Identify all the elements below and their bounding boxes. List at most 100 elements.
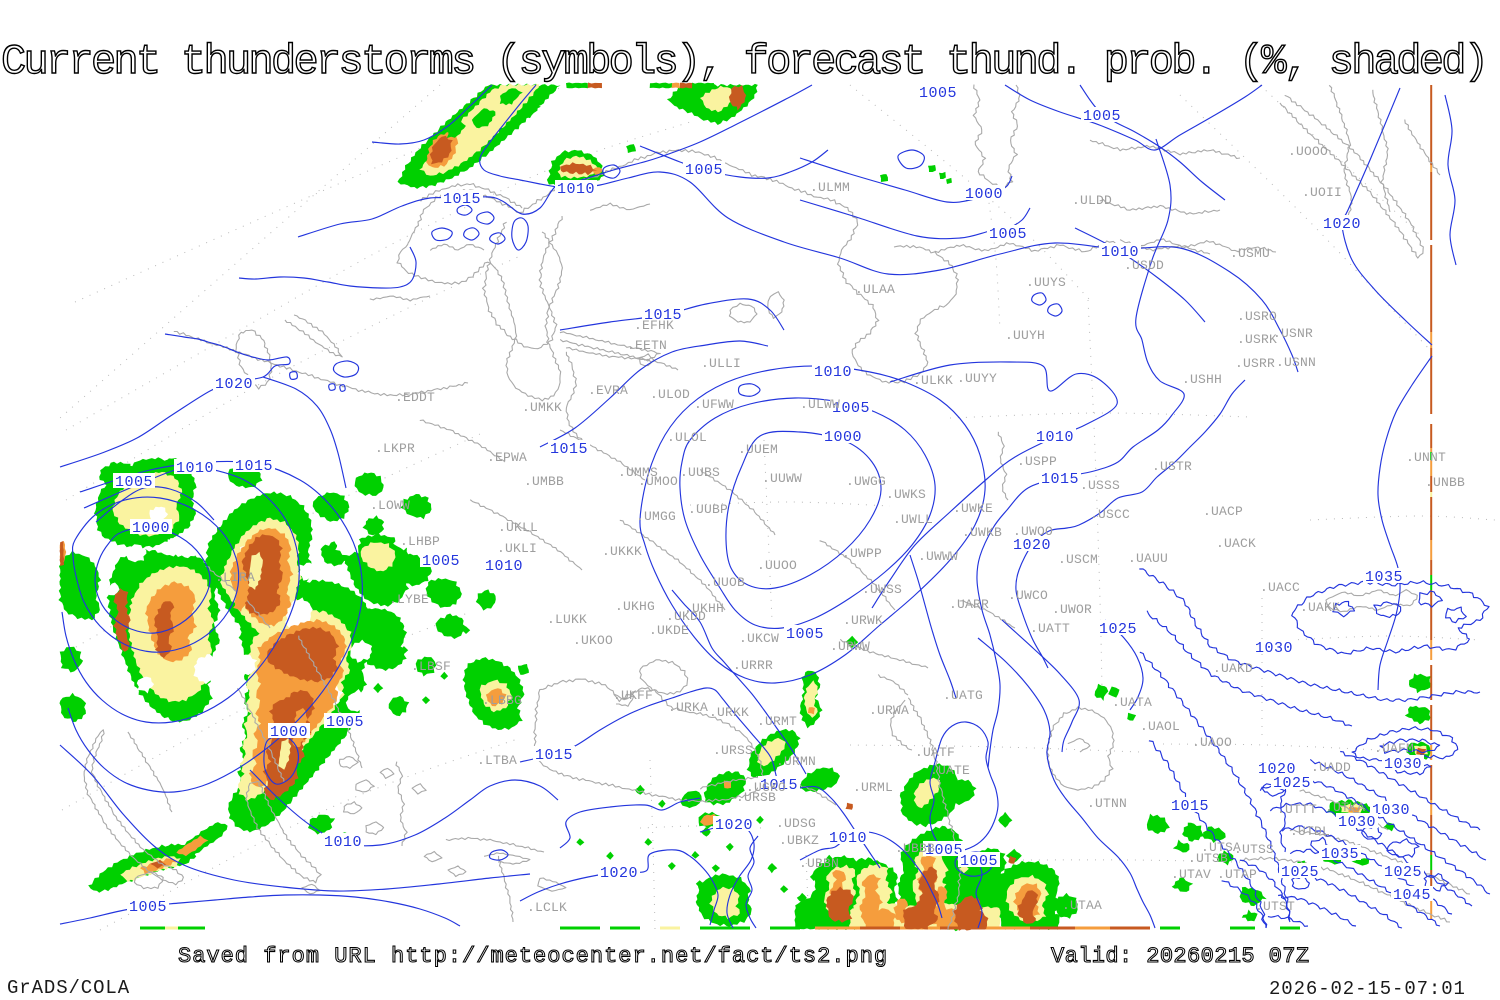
- svg-text:.UAKD: .UAKD: [1213, 661, 1253, 676]
- svg-text:.EVRA: .EVRA: [588, 383, 628, 398]
- svg-text:.LHBP: .LHBP: [400, 534, 440, 549]
- svg-text:.UWWW: .UWWW: [918, 549, 958, 564]
- svg-text:.UKOO: .UKOO: [573, 633, 613, 648]
- svg-text:.UADD: .UADD: [1311, 760, 1351, 775]
- svg-text:.URWW: .URWW: [830, 639, 870, 654]
- svg-text:1020: 1020: [1013, 537, 1051, 554]
- svg-text:.UMGG: .UMGG: [636, 509, 676, 524]
- svg-text:.USCC: .USCC: [1090, 507, 1130, 522]
- svg-text:.UAKK: .UAKK: [1300, 600, 1340, 615]
- svg-text:.UATE: .UATE: [930, 763, 970, 778]
- svg-text:.UACP: .UACP: [1203, 504, 1243, 519]
- svg-text:.URWA: .URWA: [869, 703, 909, 718]
- svg-text:.LTBA: .LTBA: [477, 753, 517, 768]
- svg-text:1045: 1045: [1393, 887, 1431, 904]
- svg-text:1020: 1020: [715, 817, 753, 834]
- svg-text:.UUEM: .UUEM: [738, 442, 778, 457]
- svg-text:1005: 1005: [115, 474, 153, 491]
- svg-text:1010: 1010: [557, 181, 595, 198]
- svg-text:1005: 1005: [326, 714, 364, 731]
- svg-text:.UBBN: .UBBN: [799, 856, 839, 871]
- svg-text:1035: 1035: [1365, 569, 1403, 586]
- svg-text:.URMT: .URMT: [757, 714, 797, 729]
- svg-text:1005: 1005: [925, 842, 963, 859]
- svg-text:.UUYY: .UUYY: [957, 371, 997, 386]
- svg-text:.USPP: .USPP: [1017, 454, 1057, 469]
- svg-text:.ULOD: .ULOD: [650, 387, 690, 402]
- svg-text:.UDSG: .UDSG: [776, 816, 816, 831]
- svg-text:.UOII: .UOII: [1302, 185, 1342, 200]
- svg-text:.URSB: .URSB: [736, 790, 776, 805]
- svg-text:.UUOO: .UUOO: [757, 558, 797, 573]
- svg-text:1005: 1005: [989, 226, 1027, 243]
- svg-text:.URWK: .URWK: [843, 613, 883, 628]
- svg-text:.UMKK: .UMKK: [522, 400, 562, 415]
- svg-text:1015: 1015: [760, 777, 798, 794]
- svg-text:.UAUU: .UAUU: [1128, 551, 1168, 566]
- svg-text:.ULKK: .ULKK: [913, 373, 953, 388]
- svg-text:.UWKS: .UWKS: [886, 487, 926, 502]
- svg-text:.UNNT: .UNNT: [1406, 450, 1446, 465]
- svg-text:.USSS: .USSS: [1080, 478, 1120, 493]
- svg-text:1005: 1005: [129, 899, 167, 916]
- svg-text:.UWOO: .UWOO: [1013, 524, 1053, 539]
- svg-text:.UFWW: .UFWW: [694, 397, 734, 412]
- svg-text:.UWOR: .UWOR: [1052, 602, 1092, 617]
- svg-text:1000: 1000: [965, 186, 1003, 203]
- svg-text:.UNBB: .UNBB: [1425, 475, 1465, 490]
- svg-text:.UATG: .UATG: [943, 688, 983, 703]
- svg-text:1005: 1005: [960, 853, 998, 870]
- svg-text:.ULDD: .ULDD: [1072, 193, 1112, 208]
- svg-text:1005: 1005: [685, 162, 723, 179]
- svg-text:.UWKE: .UWKE: [953, 501, 993, 516]
- svg-text:.UMMS: .UMMS: [618, 465, 658, 480]
- svg-text:1000: 1000: [270, 724, 308, 741]
- svg-text:1000: 1000: [132, 520, 170, 537]
- svg-text:.UTNN: .UTNN: [1087, 796, 1127, 811]
- svg-text:.UOOO: .UOOO: [1288, 144, 1328, 159]
- svg-text:1025: 1025: [1384, 864, 1422, 881]
- svg-text:.UTSB: .UTSB: [1188, 851, 1228, 866]
- svg-text:.UATT: .UATT: [1030, 621, 1070, 636]
- svg-text:1020: 1020: [1258, 761, 1296, 778]
- svg-text:.UUBS: .UUBS: [680, 465, 720, 480]
- svg-text:.LBBG: .LBBG: [482, 693, 522, 708]
- svg-text:1030: 1030: [1384, 756, 1422, 773]
- svg-text:.UKDD: .UKDD: [666, 609, 706, 624]
- svg-text:.UKLI: .UKLI: [497, 541, 537, 556]
- svg-text:.USTR: .USTR: [1152, 459, 1192, 474]
- svg-text:.UMOO: .UMOO: [638, 474, 678, 489]
- svg-text:.URSS: .URSS: [713, 743, 753, 758]
- svg-text:.UKFF: .UKFF: [613, 688, 653, 703]
- svg-text:.UKCW: .UKCW: [739, 631, 779, 646]
- svg-text:1005: 1005: [786, 626, 824, 643]
- svg-text:1010: 1010: [829, 830, 867, 847]
- svg-text:1020: 1020: [1323, 216, 1361, 233]
- svg-text:1030: 1030: [1255, 640, 1293, 657]
- svg-text:.UAFM: .UAFM: [1374, 741, 1414, 756]
- svg-text:.LKPR: .LKPR: [375, 441, 415, 456]
- svg-text:1005: 1005: [832, 400, 870, 417]
- svg-text:.UWKB: .UWKB: [962, 525, 1002, 540]
- svg-text:.UMBB: .UMBB: [524, 474, 564, 489]
- svg-text:.USNR: .USNR: [1273, 326, 1313, 341]
- svg-text:.URKK: .URKK: [709, 705, 749, 720]
- svg-text:.UUYH: .UUYH: [1005, 328, 1045, 343]
- svg-text:1010: 1010: [176, 460, 214, 477]
- svg-text:1020: 1020: [215, 376, 253, 393]
- svg-text:.URKA: .URKA: [668, 700, 708, 715]
- svg-text:.EDDT: .EDDT: [395, 390, 435, 405]
- svg-text:1005: 1005: [919, 85, 957, 102]
- svg-text:1015: 1015: [644, 307, 682, 324]
- svg-text:.UWCO: .UWCO: [1008, 588, 1048, 603]
- svg-text:1030: 1030: [1338, 814, 1376, 831]
- svg-text:1000: 1000: [824, 429, 862, 446]
- svg-text:1035: 1035: [1321, 846, 1359, 863]
- svg-text:.LOWW: .LOWW: [370, 498, 410, 513]
- svg-text:1010: 1010: [1101, 244, 1139, 261]
- svg-text:.UKDE: .UKDE: [649, 623, 689, 638]
- svg-text:.LBSF: .LBSF: [411, 659, 451, 674]
- svg-text:1005: 1005: [422, 553, 460, 570]
- svg-text:1030: 1030: [1372, 802, 1410, 819]
- svg-text:.UTAV: .UTAV: [1171, 867, 1211, 882]
